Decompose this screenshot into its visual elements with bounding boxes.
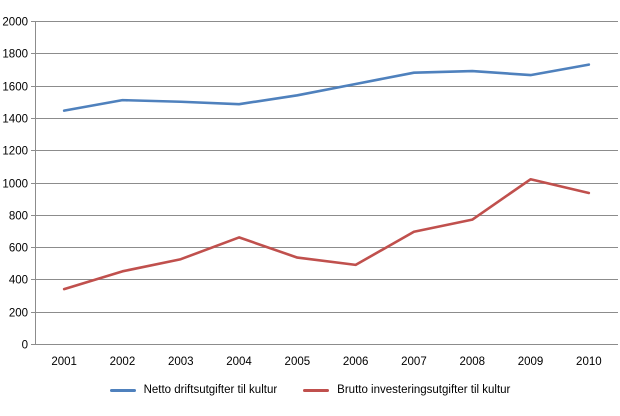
x-tick-label-2008: 2008 xyxy=(459,356,485,368)
chart-plot-area: 0 200 400 600 800 1000 1200 1400 1600 1800 2000 200… xyxy=(2,17,618,368)
x-tick-label-2007: 2007 xyxy=(401,356,427,368)
y-tick-label: 1400 xyxy=(2,114,28,126)
y-tick-label: 1600 xyxy=(2,82,28,94)
x-tick-label-2010: 2010 xyxy=(576,356,602,368)
y-tick-label: 1200 xyxy=(2,146,28,158)
x-tick-label-2003: 2003 xyxy=(168,356,194,368)
y-tick-label: 1000 xyxy=(2,179,28,191)
chart-legend: Netto driftsutgifter til kultur Brutto i… xyxy=(0,378,620,402)
y-tick-label: 200 xyxy=(9,308,28,320)
y-tick-label: 2000 xyxy=(2,17,28,29)
legend-line-swatch-red xyxy=(303,388,330,392)
legend-label-netto-driftsutgifter: Netto driftsutgifter til kultur xyxy=(143,384,278,396)
x-tick-label-2004: 2004 xyxy=(226,356,252,368)
series-line-brutto xyxy=(62,177,591,291)
y-tick-label: 1800 xyxy=(2,49,28,61)
legend-item-brutto-investeringsutgifter: Brutto investeringsutgifter til kultur xyxy=(303,384,510,396)
y-tick-label: 400 xyxy=(9,275,28,287)
x-tick-label-2005: 2005 xyxy=(285,356,311,368)
x-tick-label-2006: 2006 xyxy=(343,356,369,368)
y-tick-label: 0 xyxy=(22,340,28,352)
x-tick-label-2009: 2009 xyxy=(518,356,544,368)
legend-item-netto-driftsutgifter: Netto driftsutgifter til kultur xyxy=(109,384,278,396)
legend-line-swatch-blue xyxy=(109,388,136,392)
legend-label-brutto-investeringsutgifter: Brutto investeringsutgifter til kultur xyxy=(337,384,511,396)
y-tick-label: 600 xyxy=(9,243,28,255)
x-tick-label-2001: 2001 xyxy=(51,356,77,368)
y-tick-label: 800 xyxy=(9,211,28,223)
series-line-netto xyxy=(62,63,591,112)
x-tick-label-2002: 2002 xyxy=(110,356,136,368)
